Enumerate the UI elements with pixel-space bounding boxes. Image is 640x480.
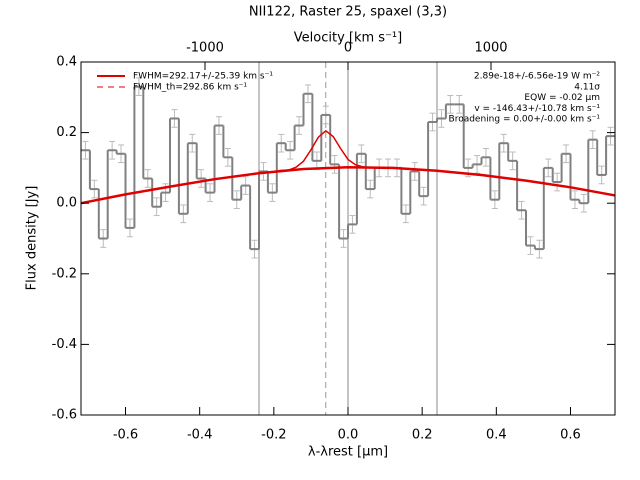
- y-label: Flux density [Jy]: [25, 186, 40, 291]
- x-tick-label: 0.6: [560, 428, 581, 443]
- y-tick-label: 0.4: [56, 55, 77, 70]
- x2-tick-label: 1000: [474, 41, 507, 56]
- y-tick-label: -0.6: [52, 408, 77, 423]
- annotation: 4.11σ: [574, 82, 600, 92]
- annotation: EQW = -0.02 μm: [524, 93, 600, 103]
- x-tick-label: 0.4: [486, 428, 507, 443]
- x-tick-label: -0.2: [261, 428, 286, 443]
- fit-line: [273, 129, 371, 173]
- annotation: 2.89e-18+/-6.56e-19 W m⁻²: [474, 72, 601, 82]
- y-tick-label: -0.2: [52, 266, 77, 281]
- y-tick-label: 0.2: [56, 125, 77, 140]
- y-tick-label: 0.0: [56, 196, 77, 211]
- x2-tick-label: -1000: [186, 41, 224, 56]
- annotation: v = -146.43+/-10.78 km s⁻¹: [474, 104, 600, 114]
- x-tick-label: 0.0: [338, 428, 359, 443]
- legend-label: FWHM_th=292.86 km s⁻¹: [133, 83, 248, 93]
- x-tick-label: -0.6: [113, 428, 138, 443]
- annotation: Broadening = 0.00+/-0.00 km s⁻¹: [449, 115, 601, 125]
- x2-tick-label: 0: [344, 41, 352, 56]
- x2-label: Velocity [km s⁻¹]: [294, 31, 402, 46]
- x-tick-label: -0.4: [187, 428, 212, 443]
- x-tick-label: 0.2: [412, 428, 433, 443]
- y-tick-label: -0.4: [52, 337, 77, 352]
- continuum-line: [80, 165, 616, 205]
- chart-title: NII122, Raster 25, spaxel (3,3): [249, 5, 447, 20]
- x-label: λ-λrest [μm]: [308, 445, 388, 460]
- legend-label: FWHM=292.17+/-25.39 km s⁻¹: [133, 72, 273, 82]
